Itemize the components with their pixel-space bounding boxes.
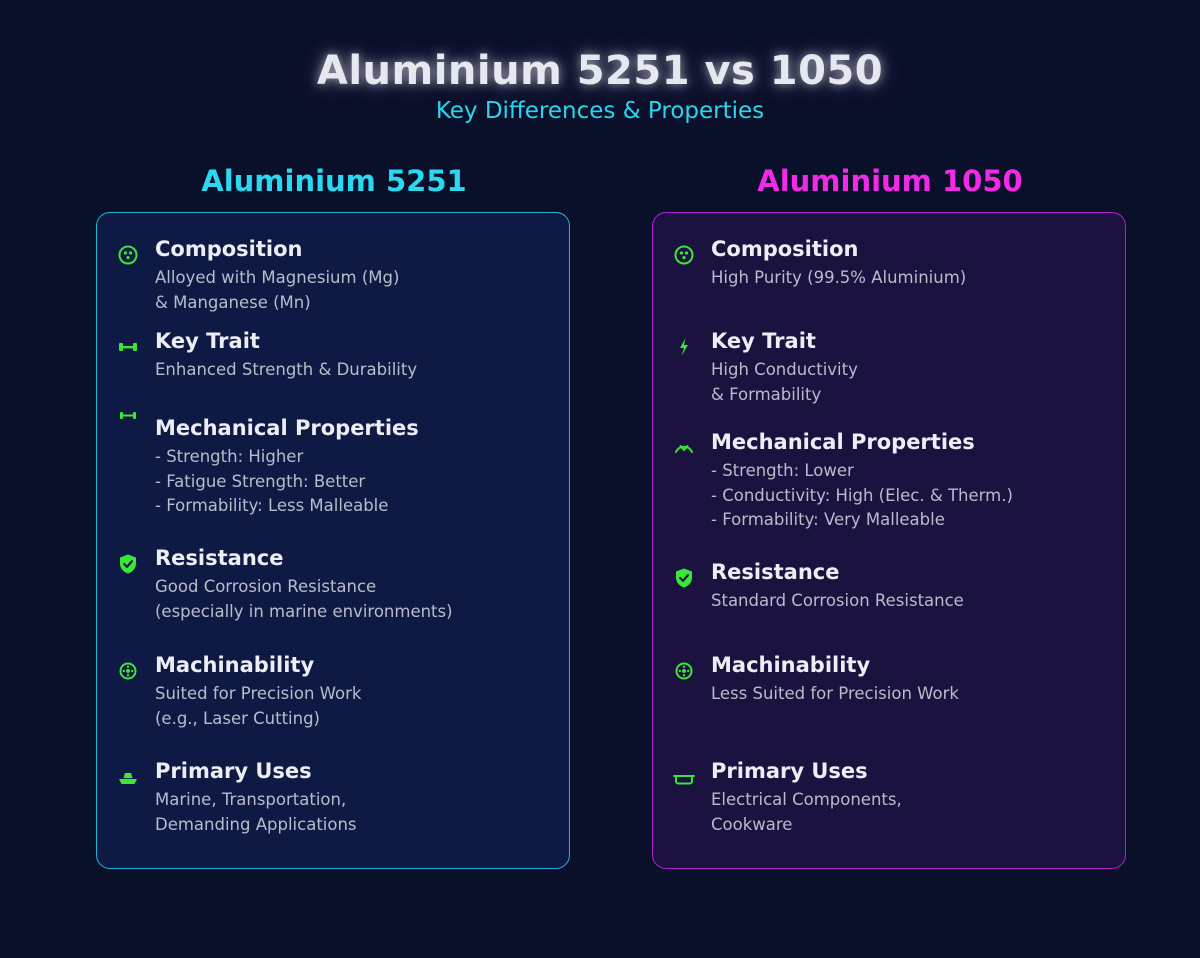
ship-icon [116, 765, 140, 789]
item-text: - Formability: Very Malleable [711, 510, 945, 529]
card-aluminium-1050: Composition High Purity (99.5% Aluminium… [652, 212, 1126, 869]
item-title: Key Trait [155, 329, 260, 353]
item-resistance: Resistance Good Corrosion Resistance (es… [155, 545, 555, 624]
cookware-icon [672, 765, 696, 789]
lightning-icon [672, 335, 696, 359]
column-heading-1050: Aluminium 1050 [757, 164, 1023, 198]
gear-icon [116, 659, 140, 683]
item-machinability: Machinability Suited for Precision Work … [155, 652, 555, 731]
item-primary-uses: Primary Uses Marine, Transportation, Dem… [155, 758, 555, 837]
item-title: Machinability [155, 653, 315, 677]
item-key-trait: Key Trait Enhanced Strength & Durability [155, 328, 555, 383]
item-composition: Composition Alloyed with Magnesium (Mg) … [155, 236, 555, 315]
item-title: Resistance [711, 560, 840, 584]
item-title: Composition [155, 237, 303, 261]
item-title: Mechanical Properties [711, 430, 975, 454]
item-text: Less Suited for Precision Work [711, 684, 959, 703]
column-heading-5251: Aluminium 5251 [201, 164, 467, 198]
item-text: Good Corrosion Resistance [155, 577, 377, 596]
page-title: Aluminium 5251 vs 1050 [316, 48, 884, 94]
item-title: Composition [711, 237, 859, 261]
item-text: High Purity (99.5% Aluminium) [711, 268, 967, 287]
item-text: Electrical Components, [711, 790, 902, 809]
dumbbell-icon [116, 404, 140, 428]
shield-check-icon [672, 566, 696, 590]
item-resistance: Resistance Standard Corrosion Resistance [711, 559, 1111, 614]
item-text: Cookware [711, 814, 793, 834]
item-mechanical-properties: Mechanical Properties - Strength: Higher… [155, 415, 555, 519]
item-text: - Fatigue Strength: Better [155, 471, 366, 491]
bend-icon [672, 436, 696, 460]
item-text: Standard Corrosion Resistance [711, 591, 964, 610]
item-text: High Conductivity [711, 360, 858, 379]
dumbbell-icon [116, 335, 140, 359]
item-text: Alloyed with Magnesium (Mg) [155, 268, 400, 287]
item-text: Suited for Precision Work [155, 684, 362, 703]
item-title: Primary Uses [711, 759, 868, 783]
item-text: & Manganese (Mn) [155, 292, 311, 312]
item-text: (especially in marine environments) [155, 601, 453, 621]
item-title: Machinability [711, 653, 871, 677]
item-title: Mechanical Properties [155, 416, 419, 440]
item-title: Resistance [155, 546, 284, 570]
item-text: - Conductivity: High (Elec. & Therm.) [711, 485, 1013, 505]
composition-icon [672, 243, 696, 267]
page-subtitle: Key Differences & Properties [435, 98, 765, 124]
composition-icon [116, 243, 140, 267]
item-title: Key Trait [711, 329, 816, 353]
item-machinability: Machinability Less Suited for Precision … [711, 652, 1111, 707]
card-aluminium-5251: Composition Alloyed with Magnesium (Mg) … [96, 212, 570, 869]
item-primary-uses: Primary Uses Electrical Components, Cook… [711, 758, 1111, 837]
item-text: Enhanced Strength & Durability [155, 360, 418, 379]
item-key-trait: Key Trait High Conductivity & Formabilit… [711, 328, 1111, 407]
item-text: - Strength: Higher [155, 447, 304, 466]
item-title: Primary Uses [155, 759, 312, 783]
item-text: & Formability [711, 384, 822, 404]
item-text: (e.g., Laser Cutting) [155, 708, 320, 728]
gear-icon [672, 659, 696, 683]
item-composition: Composition High Purity (99.5% Aluminium… [711, 236, 1111, 291]
item-text: - Formability: Less Malleable [155, 496, 389, 515]
item-mechanical-properties: Mechanical Properties - Strength: Lower … [711, 429, 1111, 533]
item-text: Demanding Applications [155, 814, 357, 834]
shield-check-icon [116, 552, 140, 576]
item-text: - Strength: Lower [711, 461, 854, 480]
item-text: Marine, Transportation, [155, 790, 347, 809]
